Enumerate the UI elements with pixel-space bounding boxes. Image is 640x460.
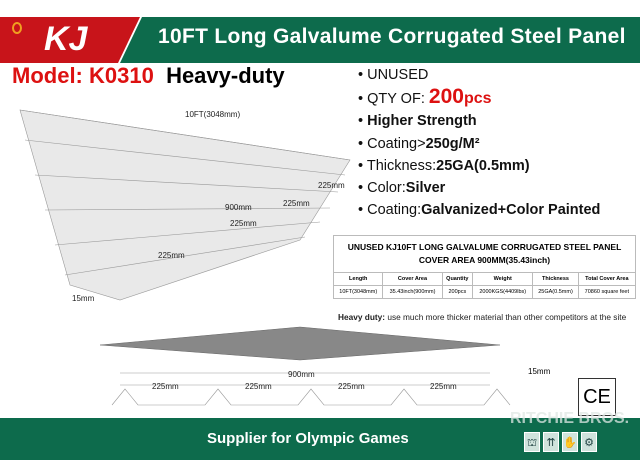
note-text: use much more thicker material than othe… [385, 312, 627, 322]
pitch-label: 225mm [152, 382, 179, 391]
spec-label: Coating: [367, 202, 422, 219]
model-tag: Heavy-duty [166, 63, 285, 88]
table-header: Thickness [532, 272, 579, 286]
table-header: Weight [472, 272, 534, 286]
spec-label: QTY OF: [367, 91, 429, 108]
spec-text: UNUSED [367, 67, 429, 83]
qty-value: 200 [428, 85, 464, 109]
spec-value: 25GA(0.5mm) [436, 157, 530, 174]
spec-color: Color:Silver [358, 177, 600, 199]
model-number: Model: K0310 [12, 63, 154, 88]
spec-thickness: Thickness:25GA(0.5mm) [358, 155, 600, 177]
pitch-label: 225mm [230, 219, 257, 228]
forklift-icon: ⚙ [581, 432, 597, 452]
table-cell: 25GA(0.5mm) [532, 285, 579, 299]
note-label: Heavy duty: [338, 312, 386, 322]
header-green-band [120, 17, 640, 63]
spec-strength: Higher Strength [358, 110, 600, 132]
pitch-label: 225mm [283, 199, 310, 208]
brand-logo: KJ [44, 20, 88, 58]
table-cell: 70860 square feet [577, 285, 637, 299]
spec-text: Higher Strength [367, 113, 477, 130]
table-cell: 10FT(3048mm) [332, 285, 384, 299]
profile-height-label: 15mm [528, 367, 551, 376]
pitch-label: 225mm [430, 382, 457, 391]
table-header: Total Cover Area [577, 272, 637, 286]
table-header-row: Length Cover Area Quantity Weight Thickness T… [332, 272, 637, 286]
panel-profile-drawing: 900mm 225mm 225mm 225mm 225mm [100, 326, 511, 406]
spec-coating-weight: Coating>250g/M² [358, 133, 600, 155]
table-header: Quantity [441, 272, 474, 286]
footer-text: Supplier for Olympic Games [207, 430, 409, 447]
table-cell: 35.43inch(900mm) [382, 285, 443, 299]
spec-value: 250g/M² [425, 135, 480, 152]
heavy-duty-note: Heavy duty: use much more thicker materi… [338, 312, 626, 322]
table-header: Cover Area [382, 272, 443, 286]
spec-table: UNUSED KJ10FT LONG GALVALUME CORRUGATED … [332, 235, 637, 299]
crane-lift-icon: ⛫ [524, 432, 540, 452]
spec-label: Color: [367, 180, 406, 197]
table-cell: 2000KGS(4409lbs) [472, 285, 534, 299]
header-red-band [0, 17, 140, 63]
spec-unused: UNUSED [358, 64, 600, 86]
height-label: 15mm [72, 294, 95, 303]
pitch-label: 225mm [338, 382, 365, 391]
spec-label: Coating> [367, 135, 426, 152]
page-title: 10FT Long Galvalume Corrugated Steel Pan… [158, 25, 626, 48]
pitch-label: 225mm [318, 181, 345, 190]
this-way-up-icon: ⇈ [543, 432, 559, 452]
pitch-label: 225mm [158, 251, 185, 260]
spec-value: Silver [405, 180, 446, 197]
panel-perspective-drawing: 10FT(3048mm) 225mm 225mm 900mm 225mm 225… [19, 109, 351, 303]
table-cell: 200pcs [441, 285, 474, 299]
length-label: 10FT(3048mm) [185, 110, 240, 119]
handle-with-care-icon: ✋ [562, 432, 578, 452]
table-caption: UNUSED KJ10FT LONG GALVALUME CORRUGATED … [333, 235, 636, 272]
spec-list: UNUSED QTY OF: 200pcs Higher Strength Co… [358, 64, 601, 221]
qty-unit: pcs [463, 90, 492, 108]
pitch-label: 225mm [245, 382, 272, 391]
spec-qty: QTY OF: 200pcs [358, 86, 600, 110]
width-label: 900mm [225, 203, 252, 212]
watermark: RITCHIE BROS. [510, 410, 630, 427]
model-line: Model: K0310 Heavy-duty [12, 63, 285, 89]
table-row: 10FT(3048mm) 35.43inch(900mm) 200pcs 2000KG… [332, 285, 637, 299]
spec-coating: Coating:Galvanized+Color Painted [358, 199, 600, 221]
spec-value: Galvanized+Color Painted [421, 202, 601, 219]
logo-icon [12, 22, 22, 34]
width-label: 900mm [288, 370, 315, 379]
spec-label: Thickness: [366, 157, 437, 174]
ce-mark-icon: CE [578, 378, 616, 416]
